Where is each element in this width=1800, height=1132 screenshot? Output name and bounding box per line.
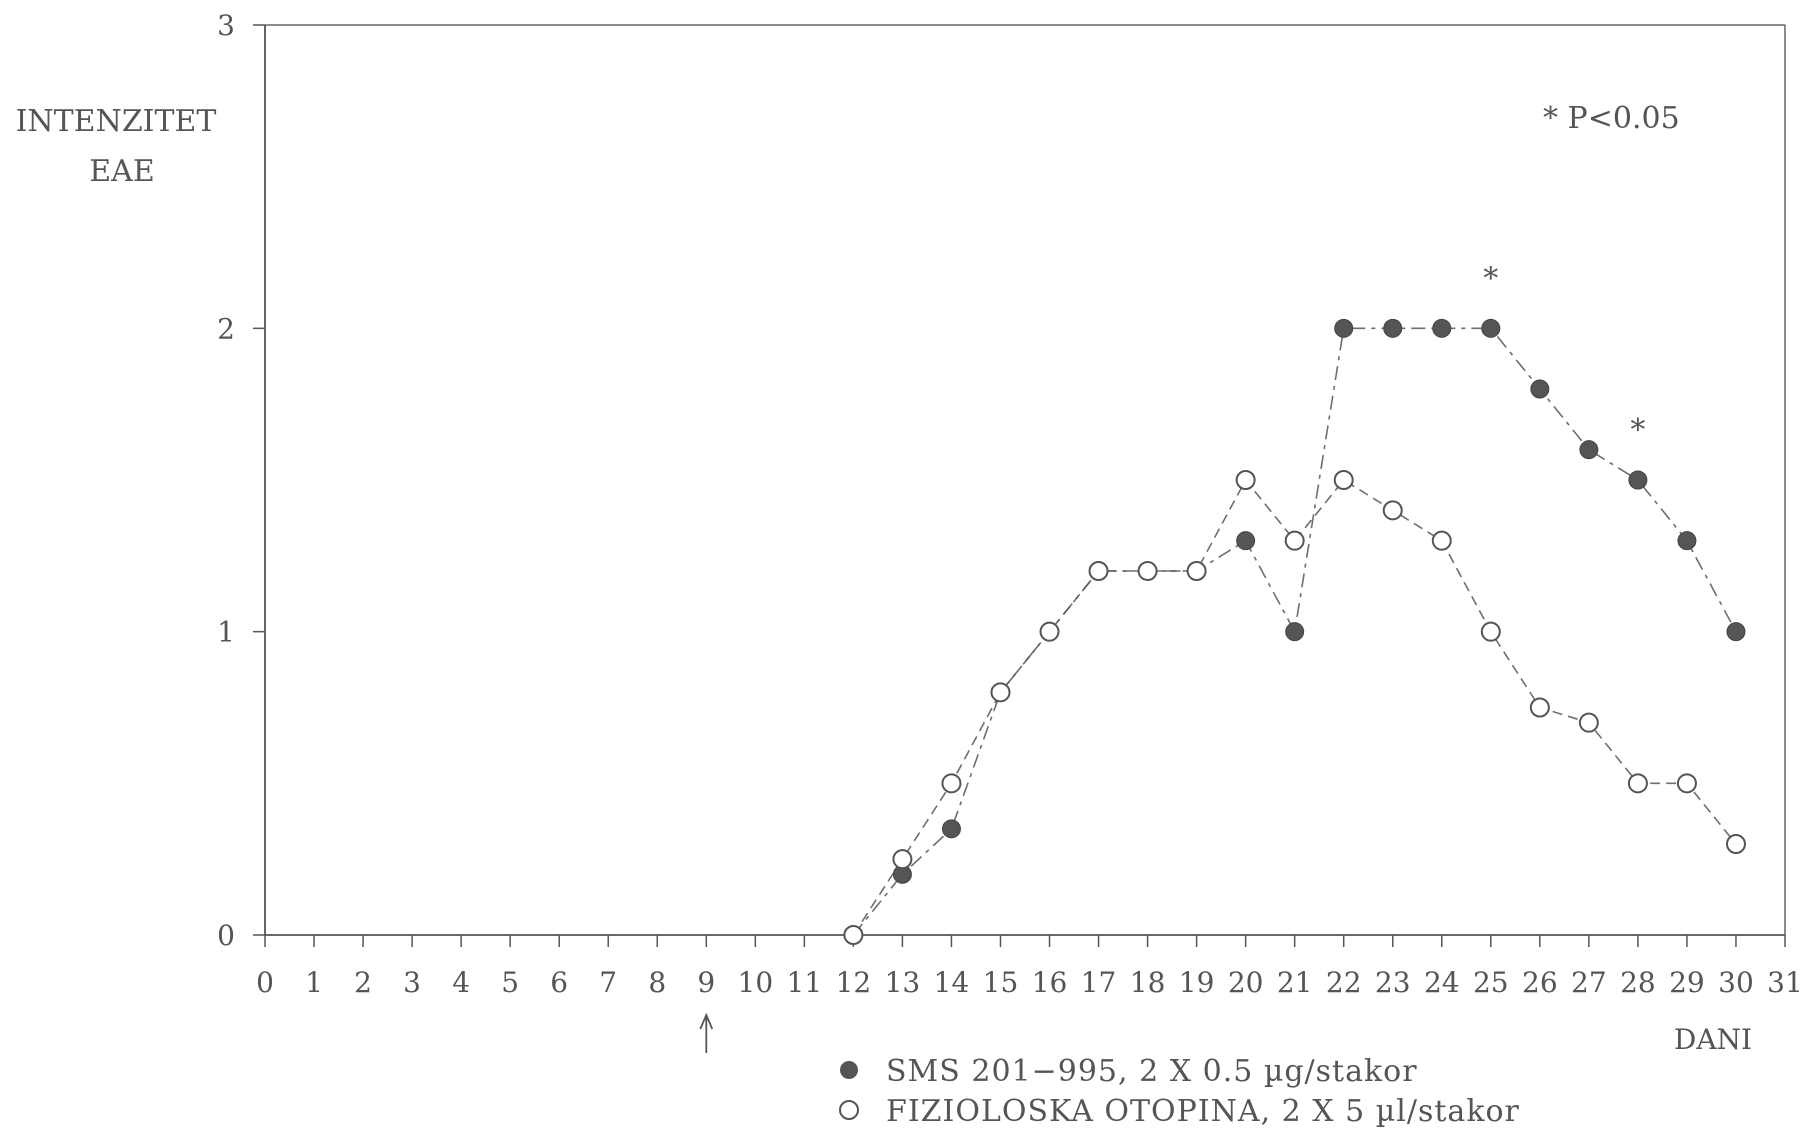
series-2-point — [1088, 561, 1109, 581]
x-tick-label: 1 — [305, 966, 323, 999]
x-tick-label: 30 — [1718, 966, 1754, 999]
x-axis-title: DANI — [1674, 1023, 1752, 1056]
x-tick-label: 11 — [787, 966, 823, 999]
x-tick-label: 21 — [1277, 966, 1313, 999]
x-tick-label: 19 — [1179, 966, 1215, 999]
x-tick-label: 5 — [501, 966, 519, 999]
y-tick-label: 3 — [217, 9, 235, 42]
axes-layer — [253, 24, 1786, 1053]
x-tick-label: 13 — [885, 966, 921, 999]
y-tick-label: 0 — [217, 919, 235, 952]
series-2-point — [892, 849, 913, 870]
series-1-point — [1628, 470, 1648, 490]
x-tick-label: 0 — [256, 966, 274, 999]
series-2-point — [1333, 470, 1354, 490]
series-1-point — [1236, 531, 1256, 551]
series-2-point — [1725, 834, 1746, 854]
series-2-point — [1676, 773, 1697, 794]
series-2-point — [1529, 697, 1550, 718]
x-tick-label: 3 — [403, 966, 421, 999]
series-2-point — [1431, 530, 1452, 551]
series-2-point — [843, 925, 864, 945]
series-1-point — [1481, 318, 1501, 338]
series-1-point — [1677, 531, 1697, 551]
significance-marker: * — [1483, 261, 1498, 296]
series-2-point — [1627, 773, 1648, 794]
series-2-point — [1235, 470, 1256, 490]
x-tick-label: 2 — [354, 966, 372, 999]
x-tick-label: 29 — [1669, 966, 1705, 999]
x-tick-label: 9 — [697, 966, 715, 999]
x-tick-label: 31 — [1767, 966, 1800, 999]
series-2-point — [1137, 561, 1158, 581]
x-tick-label: 16 — [1032, 966, 1068, 999]
x-tick-label: 23 — [1375, 966, 1411, 999]
significance-marker: * — [1630, 413, 1645, 448]
x-tick-label: 28 — [1620, 966, 1656, 999]
series-1-point — [1726, 622, 1746, 642]
x-tick-label: 17 — [1081, 966, 1117, 999]
y-tick-label: 1 — [217, 616, 235, 649]
x-tick-label: 6 — [550, 966, 568, 999]
x-tick-label: 18 — [1130, 966, 1166, 999]
x-tick-label: 27 — [1571, 966, 1607, 999]
legend-marker-open — [839, 1100, 859, 1120]
series-2-point — [1480, 621, 1501, 642]
y-axis-title-line1: INTENZITET — [16, 104, 217, 139]
series-2-point — [1186, 561, 1207, 581]
x-tick-label: 7 — [599, 966, 617, 999]
x-tick-label: 20 — [1228, 966, 1264, 999]
y-axis-title-line2: EAE — [89, 154, 154, 189]
x-tick-label: 22 — [1326, 966, 1362, 999]
x-tick-label: 15 — [983, 966, 1019, 999]
x-tick-label: 25 — [1473, 966, 1509, 999]
treatment-arrow-head — [699, 1012, 714, 1030]
series-2-point — [1284, 530, 1305, 551]
significance-note: * P<0.05 — [1543, 101, 1680, 136]
series-1-point — [941, 819, 961, 839]
x-tick-label: 24 — [1424, 966, 1460, 999]
x-tick-label: 8 — [648, 966, 666, 999]
series-1-point — [1579, 440, 1599, 460]
x-tick-label: 4 — [452, 966, 470, 999]
series-1-point — [1530, 379, 1550, 399]
legend-marker-filled — [840, 1061, 858, 1079]
y-tick-label: 2 — [217, 312, 235, 345]
x-tick-label: 14 — [934, 966, 970, 999]
x-tick-label: 10 — [738, 966, 774, 999]
markers-layer — [843, 318, 1746, 945]
series-2-point — [1578, 712, 1599, 733]
legend: SMS 201−995, 2 X 0.5 µg/stakor FIZIOLOSK… — [839, 1054, 1520, 1129]
series-1-point — [1383, 318, 1403, 338]
series-1-point — [1432, 318, 1452, 338]
series-2-point — [1039, 621, 1060, 642]
series-2-point — [941, 773, 962, 794]
series-1-point — [1285, 622, 1305, 642]
legend-label-series-1: SMS 201−995, 2 X 0.5 µg/stakor — [886, 1054, 1418, 1089]
x-tick-label: 12 — [836, 966, 872, 999]
legend-label-series-2: FIZIOLOSKA OTOPINA, 2 X 5 µl/stakor — [886, 1094, 1520, 1129]
series-2-point — [990, 682, 1011, 703]
series-2-point — [1382, 500, 1403, 521]
series-1-point — [1334, 318, 1354, 338]
x-tick-label: 26 — [1522, 966, 1558, 999]
